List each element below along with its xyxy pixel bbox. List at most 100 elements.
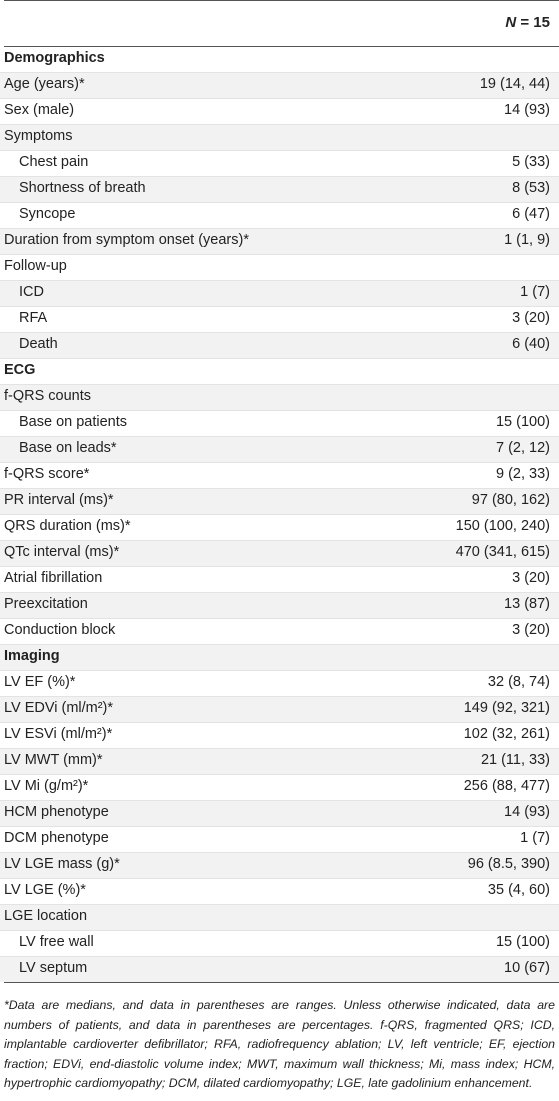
row-value: 3 (20) [512,622,550,638]
section-header-row: Demographics [0,47,559,73]
row-value: 8 (53) [512,180,550,196]
row-label: HCM phenotype [4,804,109,820]
row-value: 9 (2, 33) [496,466,550,482]
table-row: LV Mi (g/m²)* 256 (88, 477) [0,775,559,801]
table-row: Follow-up [0,255,559,281]
table-row: Atrial fibrillation 3 (20) [0,567,559,593]
row-label: Atrial fibrillation [4,570,103,586]
table-row: QRS duration (ms)* 150 (100, 240) [0,515,559,541]
n-value: = 15 [520,14,550,31]
row-label: LV MWT (mm)* [4,752,103,768]
section-label: Demographics [4,50,105,66]
table-row: Death 6 (40) [0,333,559,359]
row-value: 1 (1, 9) [504,232,550,248]
top-rule [4,0,559,1]
row-value: 13 (87) [504,596,550,612]
row-label: Conduction block [4,622,116,638]
row-label: LV EF (%)* [4,674,76,690]
row-label: Symptoms [4,128,73,144]
row-label: Follow-up [4,258,67,274]
row-label: f-QRS counts [4,388,92,404]
section-label: ECG [4,362,36,378]
row-value: 1 (7) [520,284,550,300]
table-row: LGE location [0,905,559,931]
table-row: f-QRS score* 9 (2, 33) [0,463,559,489]
table-row: LV ESVi (ml/m²)* 102 (32, 261) [0,723,559,749]
row-value: 3 (20) [512,570,550,586]
row-value: 15 (100) [495,934,550,950]
row-label: ICD [19,284,44,300]
row-label: LV septum [19,960,88,976]
table-row: PR interval (ms)* 97 (80, 162) [0,489,559,515]
row-label: LV EDVi (ml/m²)* [4,700,114,716]
row-value: 10 (67) [504,960,550,976]
table-row: LV MWT (mm)* 21 (11, 33) [0,749,559,775]
table-row: DCM phenotype 1 (7) [0,827,559,853]
row-value: 5 (33) [512,154,550,170]
table-header: N = 15 [0,1,559,46]
table-row: LV EDVi (ml/m²)* 149 (92, 321) [0,697,559,723]
row-value: 14 (93) [504,102,550,118]
table-row: Duration from symptom onset (years)* 1 (1… [0,229,559,255]
row-value: 150 (100, 240) [455,518,550,534]
table-row: Age (years)* 19 (14, 44) [0,73,559,99]
table-row: LV septum 10 (67) [0,957,559,982]
row-value: 1 (7) [520,830,550,846]
row-label: LGE location [4,908,88,924]
row-label: Duration from symptom onset (years)* [4,232,249,248]
header-rule [4,46,559,47]
row-label: Base on leads* [19,440,117,456]
section-header-row: Imaging [0,645,559,671]
table-row: Syncope 6 (47) [0,203,559,229]
row-value: 102 (32, 261) [463,726,550,742]
n-header: N = 15 [505,14,550,31]
row-label: LV ESVi (ml/m²)* [4,726,113,742]
row-label: RFA [19,310,48,326]
table-footnote: *Data are medians, and data in parenthes… [4,998,555,1090]
row-value: 96 (8.5, 390) [467,856,550,872]
row-label: QRS duration (ms)* [4,518,131,534]
section-label: Imaging [4,648,60,664]
table-row: HCM phenotype 14 (93) [0,801,559,827]
table-row: Conduction block 3 (20) [0,619,559,645]
row-value: 6 (40) [512,336,550,352]
row-value: 3 (20) [512,310,550,326]
table-row: LV free wall 15 (100) [0,931,559,957]
table-row: Shortness of breath 8 (53) [0,177,559,203]
row-value: 97 (80, 162) [471,492,550,508]
row-value: 35 (4, 60) [487,882,550,898]
row-label: PR interval (ms)* [4,492,114,508]
row-label: QTc interval (ms)* [4,544,120,560]
row-value: 14 (93) [504,804,550,820]
table-row: LV EF (%)* 32 (8, 74) [0,671,559,697]
row-label: Age (years)* [4,76,85,92]
table-row: ICD 1 (7) [0,281,559,307]
row-value: 470 (341, 615) [455,544,550,560]
row-label: Shortness of breath [19,180,146,196]
table-row: f-QRS counts [0,385,559,411]
section-header-row: ECG [0,359,559,385]
n-symbol: N [505,14,517,31]
table-row: Chest pain 5 (33) [0,151,559,177]
row-label: Syncope [19,206,76,222]
table-row: QTc interval (ms)* 470 (341, 615) [0,541,559,567]
row-label: DCM phenotype [4,830,109,846]
bottom-rule [4,982,559,983]
row-label: Base on patients [19,414,128,430]
table-row: Symptoms [0,125,559,151]
row-label: LV LGE (%)* [4,882,86,898]
row-label: LV LGE mass (g)* [4,856,120,872]
row-value: 7 (2, 12) [496,440,550,456]
row-value: 149 (92, 321) [463,700,550,716]
row-value: 6 (47) [512,206,550,222]
table-row: Sex (male) 14 (93) [0,99,559,125]
table-row: Preexcitation 13 (87) [0,593,559,619]
row-value: 32 (8, 74) [487,674,550,690]
table-row: Base on patients 15 (100) [0,411,559,437]
row-label: LV Mi (g/m²)* [4,778,89,794]
row-value: 15 (100) [495,414,550,430]
row-label: f-QRS score* [4,466,90,482]
table-row: RFA 3 (20) [0,307,559,333]
row-value: 21 (11, 33) [480,752,550,768]
